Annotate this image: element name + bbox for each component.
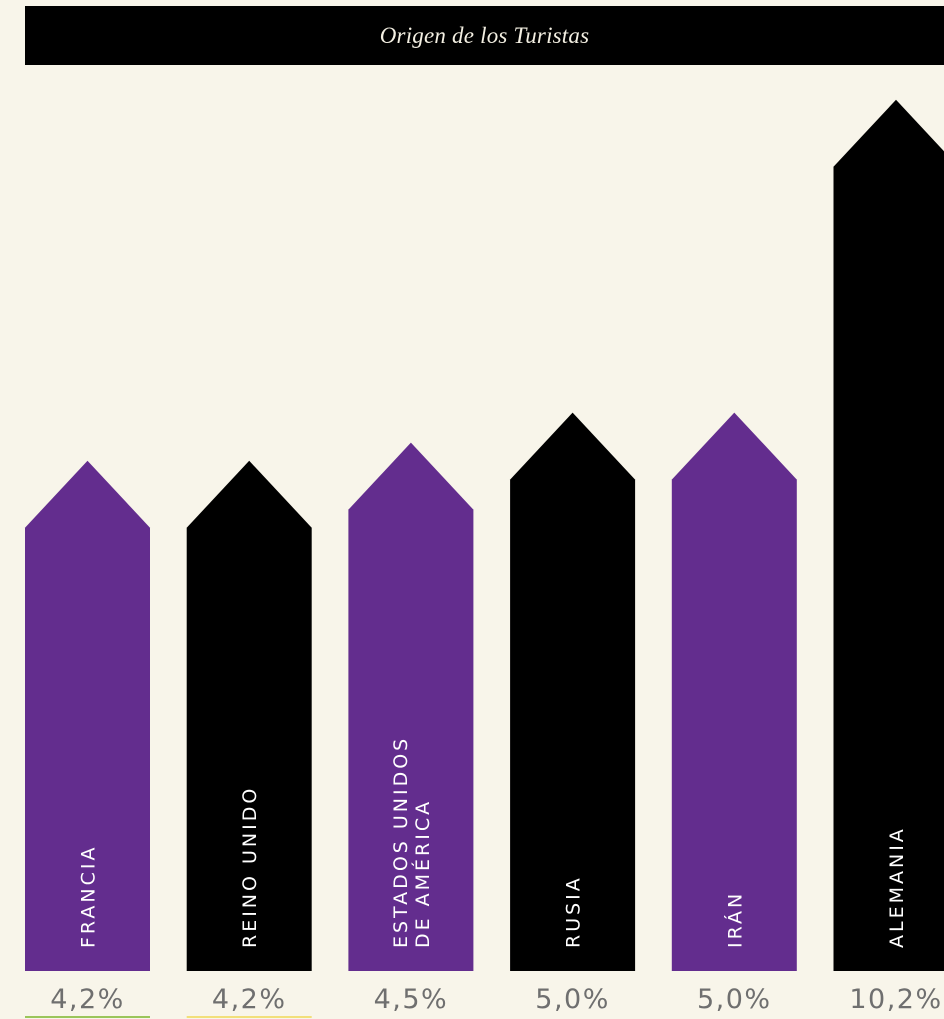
category-label: RUSIA xyxy=(563,875,585,948)
category-label-line: FRANCIA xyxy=(78,845,100,948)
bar-irán xyxy=(671,412,797,972)
value-label: 5,0% xyxy=(535,984,610,1015)
category-label-line: RUSIA xyxy=(563,875,585,948)
category-label-line: DE AMÉRICA xyxy=(411,799,434,948)
value-label: 10,2% xyxy=(849,984,942,1015)
value-label: 4,2% xyxy=(212,984,287,1015)
value-label: 4,5% xyxy=(374,984,449,1015)
bar-reino-unido xyxy=(186,460,312,971)
category-label-line: IRÁN xyxy=(723,891,746,948)
bar-rusia xyxy=(510,412,636,972)
category-label-line: ESTADOS UNIDOS xyxy=(390,736,412,948)
category-label: IRÁN xyxy=(723,891,746,948)
value-underline xyxy=(25,1016,150,1018)
category-label: ALEMANIA xyxy=(886,826,908,948)
value-label: 4,2% xyxy=(50,984,125,1015)
category-label: ESTADOS UNIDOS DE AMÉRICA xyxy=(390,736,434,948)
chart-title: Origen de los Turistas xyxy=(379,22,590,48)
category-label-line: REINO UNIDO xyxy=(239,786,261,948)
category-label: FRANCIA xyxy=(78,845,100,948)
bar-francia xyxy=(25,460,150,971)
bar-estados-unidos-de-américa xyxy=(348,442,474,971)
value-label: 5,0% xyxy=(697,984,772,1015)
value-underline xyxy=(186,1016,312,1018)
category-label-line: ALEMANIA xyxy=(886,826,908,948)
category-label: REINO UNIDO xyxy=(239,786,261,948)
chart-title-bar: Origen de los Turistas xyxy=(25,6,944,65)
bar-alemania xyxy=(833,99,944,971)
